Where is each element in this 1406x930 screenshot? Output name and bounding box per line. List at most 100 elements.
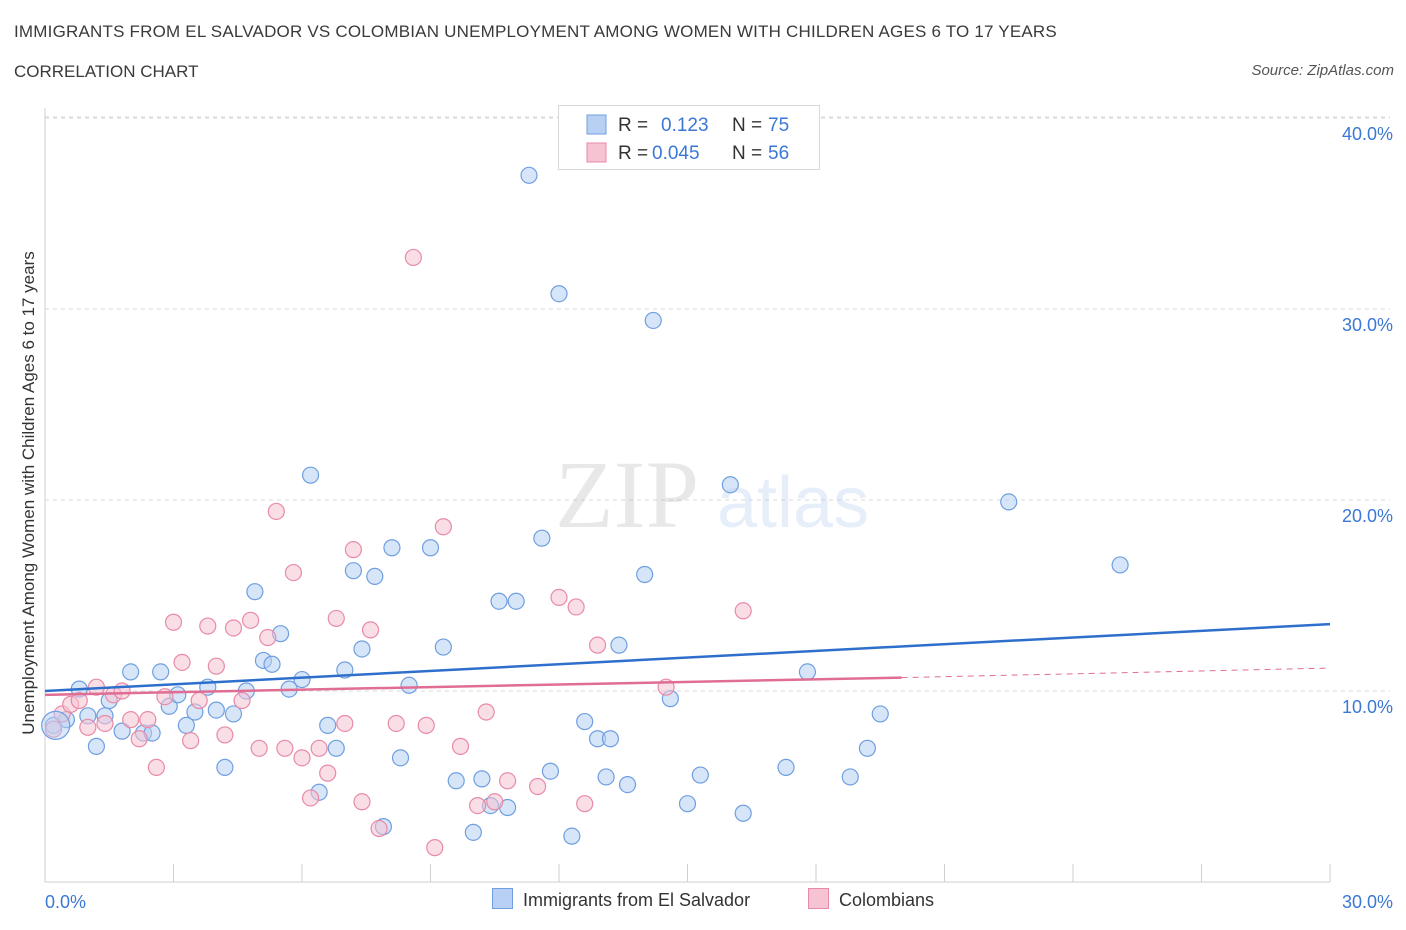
data-point [353, 793, 371, 811]
legend-blue-n-value: 75 [768, 115, 789, 136]
data-point [242, 611, 260, 629]
data-point [370, 819, 388, 838]
data-point [250, 739, 268, 757]
data-point [361, 621, 380, 639]
source-label: Source: ZipAtlas.com [1251, 62, 1394, 79]
data-point [1111, 556, 1129, 574]
data-point [190, 691, 208, 710]
data-point [310, 739, 328, 757]
watermark-zip: ZIP [555, 441, 699, 548]
data-point [293, 670, 311, 689]
data-point [246, 583, 264, 601]
data-point [477, 703, 495, 721]
data-point [421, 539, 440, 557]
data-point [417, 716, 435, 734]
data-point [588, 636, 607, 654]
data-point [486, 793, 504, 811]
data-point [147, 758, 165, 777]
data-point [533, 529, 551, 547]
data-point [841, 768, 859, 786]
trend-line [44, 676, 902, 697]
data-point [344, 541, 362, 559]
data-point [70, 691, 88, 710]
trend-lines [44, 622, 1331, 697]
data-point [301, 466, 320, 484]
data-point [319, 716, 337, 734]
data-point [434, 518, 452, 536]
legend-item-el-salvador: Immigrants from El Salvador [492, 888, 750, 911]
data-point [434, 638, 452, 656]
data-point [563, 827, 581, 845]
x-tick-label: 0.0% [45, 892, 86, 912]
data-point [400, 676, 418, 694]
data-point [610, 636, 628, 654]
data-point [601, 730, 620, 748]
series-immigrants-el-salvador [44, 166, 1129, 845]
legend-item-colombians: Colombians [808, 888, 934, 911]
data-point [301, 789, 320, 807]
y-tick-label: 20.0% [1342, 506, 1393, 526]
legend-swatch-blue [492, 888, 513, 909]
data-point [541, 762, 560, 780]
data-point [404, 248, 422, 267]
data-point [618, 775, 637, 794]
data-point [734, 804, 752, 822]
chart-subtitle: CORRELATION CHART [14, 62, 199, 81]
y-axis-label: Unemployment Among Women with Children A… [19, 251, 38, 735]
data-point [122, 711, 140, 729]
data-point [473, 770, 491, 788]
tick-labels: 10.0% 20.0% 30.0% 40.0% 0.0% 30.0% [45, 124, 1393, 912]
data-point [113, 722, 131, 740]
data-point [173, 653, 191, 671]
data-point [233, 691, 251, 710]
data-point [336, 714, 354, 733]
data-point [207, 701, 225, 719]
data-point [567, 598, 585, 616]
data-point [87, 737, 106, 755]
legend-blue-n-label: N = [732, 115, 762, 136]
series-colombians [41, 248, 752, 857]
data-point [293, 749, 311, 767]
legend-blue-r-label: R = [618, 115, 648, 136]
data-point [576, 712, 594, 731]
legend-blue-swatch [586, 114, 607, 135]
data-point [528, 777, 547, 796]
grid-lines [45, 116, 1390, 692]
data-point [499, 772, 517, 790]
data-point [383, 539, 401, 557]
data-point [550, 285, 568, 303]
watermark-atlas: atlas [717, 463, 869, 543]
data-point [164, 613, 183, 631]
data-point [721, 476, 739, 494]
data-point [113, 682, 131, 700]
legend-label-el-salvador: Immigrants from El Salvador [523, 890, 751, 910]
data-point [691, 766, 709, 784]
data-point [426, 839, 444, 857]
data-point [777, 758, 795, 777]
data-point [130, 730, 148, 748]
legend-swatch-pink [808, 888, 829, 909]
watermark: ZIP atlas [555, 441, 869, 548]
legend-pink-r-label: R = [618, 143, 648, 164]
data-point [464, 823, 482, 841]
data-point [327, 609, 345, 628]
trend-line [44, 622, 1331, 693]
axes [44, 108, 1331, 883]
data-point [79, 718, 97, 736]
legend-pink-n-value: 56 [768, 143, 789, 164]
data-point [858, 739, 877, 757]
data-point [520, 166, 538, 184]
data-point [344, 562, 362, 580]
correlation-legend: R = 0.123 N = 75 R = 0.045 N = 56 [558, 105, 820, 170]
chart-title: IMMIGRANTS FROM EL SALVADOR VS COLOMBIAN… [14, 22, 1057, 41]
legend-pink-r-value: 0.045 [652, 143, 700, 164]
x-tick-label: 30.0% [1342, 892, 1393, 912]
data-point [122, 663, 140, 681]
data-point [597, 768, 615, 786]
data-point [550, 588, 568, 607]
data-point [1000, 493, 1018, 511]
data-point [353, 640, 371, 658]
data-point [798, 663, 817, 681]
data-point [139, 711, 157, 729]
